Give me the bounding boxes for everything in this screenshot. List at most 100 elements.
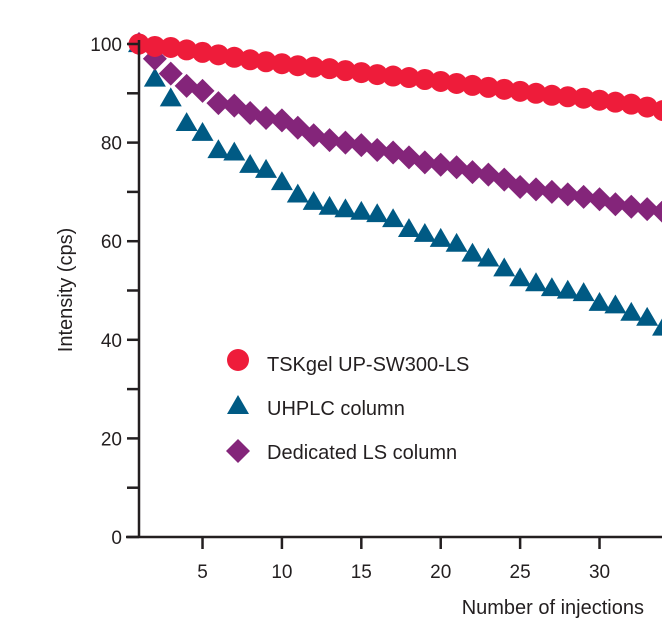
data-point-circle	[350, 62, 372, 84]
data-point-circle	[541, 84, 563, 106]
data-point-triangle	[366, 203, 389, 223]
y-tick-label: 60	[101, 232, 122, 253]
data-point-circle	[271, 53, 293, 75]
data-point-triangle	[445, 232, 468, 252]
x-tick-label: 10	[271, 562, 292, 583]
data-point-circle	[477, 76, 499, 98]
legend: TSKgel UP-SW300-LS UHPLC column Dedicate…	[226, 349, 469, 464]
data-point-diamond	[619, 194, 644, 219]
data-point-circle	[636, 96, 658, 118]
data-point-triangle	[397, 218, 420, 237]
data-point-circle	[589, 89, 611, 111]
data-point-triangle	[239, 153, 262, 173]
legend-item-dedicated: Dedicated LS column	[226, 439, 457, 464]
data-point-circle	[303, 56, 325, 78]
data-point-triangle	[477, 247, 500, 267]
data-point-triangle	[302, 190, 325, 210]
data-point-triangle	[286, 183, 309, 203]
data-point-triangle	[636, 306, 659, 326]
data-point-diamond	[508, 174, 533, 199]
data-point-diamond	[412, 150, 437, 175]
data-point-circle	[604, 91, 626, 113]
y-tick-label: 20	[101, 429, 122, 450]
data-point-triangle	[207, 139, 230, 159]
data-point-triangle	[350, 200, 373, 220]
data-point-triangle	[652, 318, 662, 336]
data-point-circle	[461, 74, 483, 96]
x-tick-label: 25	[510, 562, 531, 583]
data-point-triangle	[223, 141, 246, 161]
data-point-circle	[366, 64, 388, 86]
data-point-triangle	[270, 171, 293, 191]
data-point-triangle	[334, 198, 357, 218]
data-point-circle	[176, 39, 198, 61]
data-point-circle	[509, 80, 531, 102]
data-point-diamond	[651, 200, 662, 223]
legend-label: TSKgel UP-SW300-LS	[267, 354, 469, 376]
data-point-triangle	[509, 267, 532, 287]
axes	[126, 40, 662, 539]
data-point-diamond	[460, 160, 485, 185]
data-point-circle	[573, 87, 595, 109]
data-point-circle	[430, 70, 452, 92]
data-point-triangle	[159, 87, 182, 107]
data-point-circle	[334, 60, 356, 82]
data-point-circle	[525, 82, 547, 104]
data-point-triangle	[588, 292, 611, 311]
data-point-diamond	[539, 179, 564, 204]
data-point-circle	[620, 93, 642, 115]
legend-diamond-icon	[226, 439, 250, 463]
data-point-triangle	[604, 294, 627, 314]
x-tick-label: 20	[430, 562, 451, 583]
x-tick-label: 30	[589, 562, 610, 583]
data-point-circle	[144, 35, 166, 57]
x-axis-title: Number of injections	[462, 597, 644, 619]
data-point-diamond	[524, 177, 548, 202]
y-axis-title: Intensity (cps)	[55, 228, 77, 352]
x-ticks: 5 10 15 20 25 30	[197, 537, 610, 583]
y-tick-label: 0	[111, 528, 122, 549]
y-ticks: 0 20 40 60 80 100	[90, 35, 139, 549]
data-point-circle	[239, 49, 261, 71]
data-point-triangle	[493, 257, 516, 277]
x-tick-label: 15	[351, 562, 372, 583]
data-point-diamond	[158, 61, 183, 86]
data-point-diamond	[571, 184, 596, 209]
data-point-circle	[382, 65, 404, 87]
data-point-triangle	[143, 67, 166, 87]
legend-circle-icon	[227, 349, 249, 371]
data-point-diamond	[206, 91, 231, 116]
data-point-triangle	[556, 279, 579, 299]
data-point-circle	[446, 72, 468, 94]
data-point-triangle	[382, 208, 405, 228]
data-point-triangle	[429, 227, 452, 247]
data-point-circle	[414, 68, 436, 90]
data-point-diamond	[635, 197, 660, 222]
data-point-diamond	[190, 78, 215, 103]
data-point-circle	[493, 78, 515, 100]
data-point-triangle	[413, 223, 436, 242]
data-point-circle	[398, 67, 420, 89]
data-point-triangle	[175, 112, 198, 131]
data-point-triangle	[461, 242, 484, 262]
data-point-triangle	[620, 301, 643, 321]
data-point-triangle	[572, 282, 595, 302]
data-point-circle	[287, 55, 309, 77]
data-point-circle	[160, 36, 182, 58]
data-point-circle	[652, 100, 662, 122]
legend-item-uhplc: UHPLC column	[227, 395, 405, 420]
data-point-circle	[557, 86, 579, 108]
data-point-diamond	[428, 152, 453, 177]
x-tick-label: 5	[197, 562, 208, 583]
series-diamond	[127, 32, 662, 223]
data-point-diamond	[603, 192, 628, 217]
data-point-diamond	[365, 137, 390, 162]
legend-triangle-icon	[227, 395, 249, 414]
series-triangle	[128, 33, 662, 336]
data-point-triangle	[525, 272, 547, 292]
series-circle	[128, 33, 662, 122]
data-point-diamond	[555, 182, 580, 207]
y-tick-label: 100	[90, 35, 122, 56]
data-point-diamond	[317, 128, 342, 153]
